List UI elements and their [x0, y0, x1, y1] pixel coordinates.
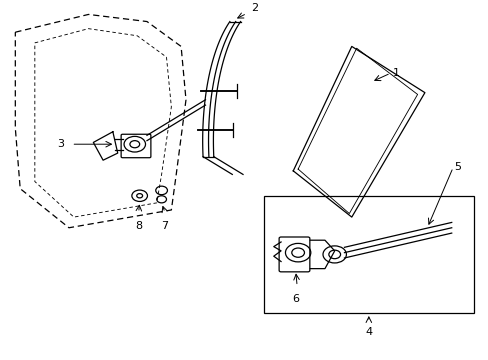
Text: 8: 8 [135, 221, 142, 231]
Text: 4: 4 [365, 327, 372, 337]
Bar [264, 196, 473, 313]
Text: 7: 7 [161, 221, 168, 231]
Text: 5: 5 [453, 162, 460, 172]
Text: 1: 1 [392, 68, 399, 78]
Text: 3: 3 [57, 139, 64, 149]
Text: 2: 2 [250, 3, 257, 13]
Text: 6: 6 [292, 293, 299, 303]
